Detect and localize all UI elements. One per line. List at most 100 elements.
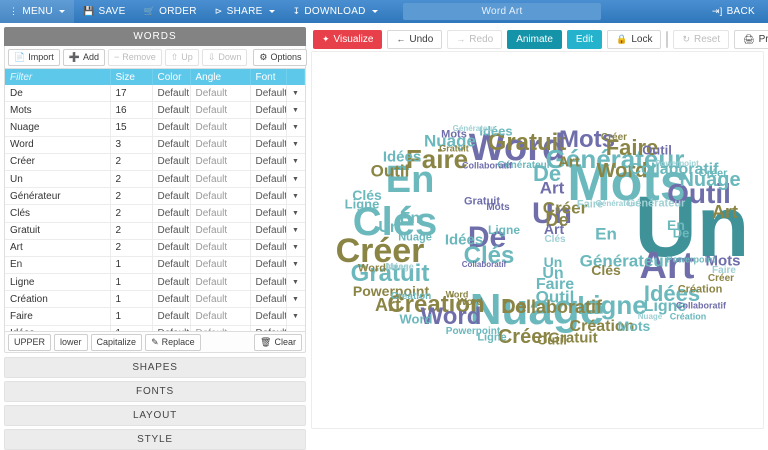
cloud-word[interactable]: Gratuit	[463, 195, 501, 208]
add-word-button[interactable]: ➕ Add	[62, 48, 105, 66]
cloud-word[interactable]: Idées	[479, 123, 513, 139]
cloud-word[interactable]: Ligne	[488, 223, 520, 237]
cloud-word[interactable]: Idées	[643, 281, 701, 306]
cell-color[interactable]: Default	[152, 136, 191, 154]
cloud-word[interactable]: Outil	[642, 142, 672, 158]
cell-size[interactable]: 16	[110, 101, 153, 120]
cell-color[interactable]: Default	[152, 204, 191, 223]
cell-word[interactable]: Nuage	[5, 118, 111, 137]
table-row[interactable]: Word 3 Default Default Default ▼	[5, 136, 305, 154]
import-button[interactable]: 📄 Import	[8, 48, 60, 66]
cloud-word[interactable]: Générateur	[579, 251, 671, 271]
cell-word[interactable]: Gratuit	[5, 222, 111, 240]
cloud-word[interactable]: Clés	[591, 262, 621, 278]
cloud-word[interactable]: Faire	[712, 265, 736, 276]
cell-size[interactable]: 1	[110, 290, 153, 309]
cell-font[interactable]: Default	[250, 101, 287, 120]
cloud-word[interactable]: Clés	[463, 242, 515, 269]
row-dropdown-icon[interactable]: ▼	[286, 136, 305, 154]
cell-size[interactable]: 2	[110, 187, 153, 206]
cell-word[interactable]: Faire	[5, 307, 111, 326]
cloud-word[interactable]: Clés	[544, 234, 566, 245]
table-row[interactable]: Clés 2 Default Default Default ▼	[5, 204, 305, 223]
cloud-word[interactable]: Gratuit	[350, 260, 430, 287]
clear-button[interactable]: 🗑 Clear	[254, 333, 302, 351]
document-title-input[interactable]: Word Art	[403, 3, 601, 20]
cloud-word[interactable]: De	[545, 210, 569, 230]
accordion-section-style[interactable]: STYLE	[4, 429, 306, 450]
row-dropdown-icon[interactable]: ▼	[286, 187, 305, 206]
cloud-word[interactable]: Gratuit	[439, 143, 469, 154]
cloud-word[interactable]: Word	[445, 289, 469, 300]
cloud-word[interactable]: Nuage	[398, 231, 432, 244]
row-dropdown-icon[interactable]: ▼	[286, 222, 305, 240]
row-dropdown-icon[interactable]: ▼	[286, 101, 305, 120]
cloud-word[interactable]: Idées	[382, 148, 422, 166]
cell-size[interactable]: 15	[110, 118, 153, 137]
cloud-word[interactable]: Ligne	[643, 298, 687, 315]
cell-size[interactable]: 2	[110, 204, 153, 223]
cloud-word[interactable]: Générateur	[545, 144, 685, 174]
cell-font[interactable]: Default	[250, 290, 287, 309]
cloud-word[interactable]: Outil	[667, 178, 731, 209]
cloud-word[interactable]: Créer	[542, 198, 588, 218]
cell-color[interactable]: Default	[152, 273, 191, 292]
column-header-angle[interactable]: Angle	[190, 69, 251, 85]
cloud-word[interactable]: Word	[457, 297, 483, 308]
cloud-word[interactable]: Mots	[559, 126, 615, 153]
cell-size[interactable]: 1	[110, 273, 153, 292]
animate-button[interactable]: Animate	[507, 29, 562, 49]
cloud-word[interactable]: Générateur	[595, 199, 639, 208]
row-dropdown-icon[interactable]: ▼	[286, 85, 305, 103]
cloud-word[interactable]: Ligne	[577, 290, 647, 320]
cell-word[interactable]: Création	[5, 290, 111, 309]
replace-button[interactable]: ✎ Replace	[145, 333, 201, 351]
row-dropdown-icon[interactable]: ▼	[286, 325, 305, 331]
cloud-word[interactable]: Créer	[335, 232, 425, 270]
row-dropdown-icon[interactable]: ▼	[286, 256, 305, 275]
cloud-word[interactable]: Un	[532, 197, 572, 230]
cell-color[interactable]: Default	[152, 222, 191, 240]
cell-size[interactable]: 2	[110, 153, 153, 171]
undo-button[interactable]: ← Undo	[387, 29, 443, 49]
cloud-word[interactable]: Un	[543, 254, 563, 270]
cloud-word[interactable]: Mots	[441, 128, 467, 141]
cell-angle[interactable]: Default	[190, 187, 251, 206]
reset-button[interactable]: ↻ Reset	[673, 29, 730, 49]
cloud-word[interactable]: Générateur	[452, 124, 496, 133]
cloud-word[interactable]: Créer	[600, 132, 628, 143]
cloud-word[interactable]: Art	[639, 245, 695, 287]
cloud-word[interactable]: Faire	[576, 198, 604, 211]
cell-angle[interactable]: Default	[190, 204, 251, 223]
cell-size[interactable]: 2	[110, 239, 153, 257]
cloud-word[interactable]: Ligne	[344, 196, 380, 212]
move-down-button[interactable]: ⇩ Down	[201, 48, 248, 66]
cell-angle[interactable]: Default	[190, 85, 251, 103]
color-swatch-button[interactable]	[666, 30, 669, 48]
cloud-word[interactable]: Collaboratif	[461, 260, 507, 269]
cell-word[interactable]: Générateur	[5, 187, 111, 206]
cell-word[interactable]: En	[5, 256, 111, 275]
accordion-section-layout[interactable]: LAYOUT	[4, 405, 306, 426]
cloud-word[interactable]: Word	[468, 127, 566, 169]
cell-color[interactable]: Default	[152, 187, 191, 206]
cell-angle[interactable]: Default	[190, 153, 251, 171]
word-cloud-canvas[interactable]: De Mots Un Nuage Word Clés Créer En Art Outil Grat…	[311, 51, 764, 429]
cell-font[interactable]: Default	[250, 222, 287, 240]
cloud-word[interactable]: Art	[558, 153, 580, 171]
cell-color[interactable]: Default	[152, 325, 191, 331]
cell-color[interactable]: Default	[152, 290, 191, 309]
cloud-word[interactable]: Powerpoint	[666, 254, 716, 265]
cell-font[interactable]: Default	[250, 273, 287, 292]
cloud-word[interactable]: Générateur	[626, 197, 686, 210]
cloud-word[interactable]: Powerpoint	[655, 159, 699, 168]
row-dropdown-icon[interactable]: ▼	[286, 118, 305, 137]
visualize-button[interactable]: ✦ Visualize	[313, 29, 383, 49]
row-dropdown-icon[interactable]: ▼	[286, 239, 305, 257]
cloud-word[interactable]: De	[532, 161, 562, 186]
cloud-word[interactable]: Création	[669, 311, 707, 322]
cloud-word[interactable]: Nuage	[386, 261, 414, 272]
accordion-section-shapes[interactable]: SHAPES	[4, 357, 306, 378]
cloud-word[interactable]: Nuage	[637, 312, 663, 321]
cloud-word[interactable]: Word	[420, 303, 482, 330]
